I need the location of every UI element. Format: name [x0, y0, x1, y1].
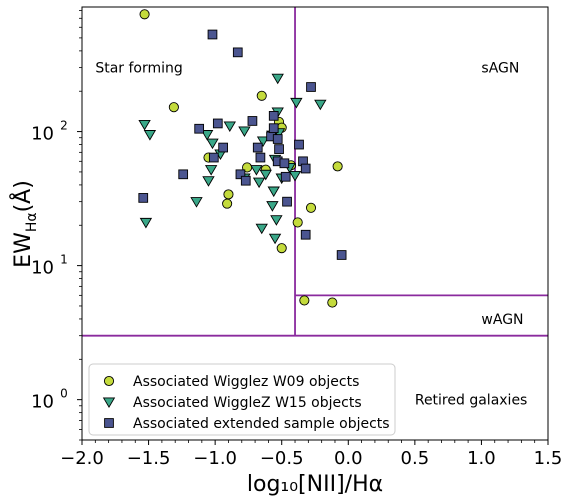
- square-marker-3-20: [279, 158, 290, 169]
- square-marker-3-10: [240, 175, 251, 186]
- triangle-marker-2-3: [139, 217, 153, 229]
- triangle-marker-2-17: [266, 201, 279, 212]
- region-label-2: sAGN: [481, 61, 519, 77]
- circle-marker-1-14: [305, 202, 317, 213]
- legend-label-1: Associated Wigglez W09 objects: [133, 374, 359, 390]
- x-tick-label: 1.5: [534, 448, 563, 469]
- square-marker-3-13: [252, 142, 263, 153]
- triangle-marker-2-28: [290, 97, 303, 109]
- circle-marker-1-13: [292, 217, 303, 228]
- square-marker-3-15: [268, 123, 279, 134]
- triangle-marker-2-26: [255, 223, 268, 235]
- square-marker-3-18: [274, 144, 284, 154]
- square-marker-3-5: [194, 123, 205, 134]
- square-marker-3-22: [282, 196, 292, 207]
- triangle-marker-2-13: [250, 165, 263, 176]
- y-tick-exponent: 2: [60, 119, 68, 133]
- square-marker-3-9: [235, 169, 246, 180]
- circle-marker-1-17: [327, 297, 338, 308]
- region-label-4: Retired galaxies: [415, 393, 528, 409]
- square-marker-3-1: [207, 29, 218, 40]
- square-marker-3-27: [300, 229, 311, 240]
- triangle-marker-2-2: [143, 130, 157, 141]
- triangle-marker-2-19: [270, 215, 283, 226]
- triangle-marker-2-15: [259, 169, 272, 181]
- square-marker-3-2: [232, 47, 243, 58]
- square-marker-3-6: [212, 118, 223, 129]
- square-marker-3-17: [272, 134, 283, 144]
- circle-marker-1-4: [223, 189, 234, 200]
- square-marker-3-16: [268, 111, 279, 121]
- circle-marker-1-5: [222, 198, 233, 209]
- legend: Associated Wigglez W09 objects Associated…: [88, 363, 396, 436]
- square-marker-3-26: [306, 82, 316, 92]
- square-marker-3-7: [218, 142, 228, 153]
- square-marker-3-4: [178, 169, 189, 180]
- triangle-marker-2-16: [252, 177, 266, 189]
- legend-items: Associated Wigglez W09 objects Associated…: [102, 374, 390, 432]
- triangle-marker-2-18: [267, 186, 280, 198]
- triangle-marker-2-12: [238, 126, 251, 138]
- y-axis-title-unit: (Å): [9, 180, 36, 212]
- circle-marker-1-12: [276, 243, 287, 254]
- square-marker-3-25: [300, 163, 311, 174]
- circle-marker-1-16: [299, 295, 310, 306]
- square-marker-3-8: [208, 152, 219, 163]
- region-label-3: wAGN: [481, 312, 523, 328]
- legend-label-2: Associated WiggleZ W15 objects: [133, 395, 362, 411]
- x-axis: −2.0 −1.5 −1.0 −0.5 0.0 0.5 1.0 1.5: [60, 440, 562, 469]
- y-tick-label: 10: [31, 258, 54, 279]
- triangle-marker-2-5: [200, 130, 214, 141]
- square-marker-3-11: [247, 116, 258, 126]
- y-axis-title-main: EW: [11, 232, 36, 268]
- circle-marker-1-2: [168, 102, 179, 113]
- y-tick-label: 10: [31, 392, 54, 413]
- square-marker-3-23: [294, 139, 304, 150]
- square-marker-3-3: [138, 193, 149, 203]
- x-tick-label: −1.5: [127, 448, 171, 469]
- square-marker-3-21: [280, 171, 291, 182]
- legend-marker-1: [103, 375, 115, 387]
- circle-marker-1-15: [332, 161, 343, 172]
- circle-marker-1-1: [139, 9, 150, 20]
- triangle-marker-2-7: [204, 165, 218, 176]
- triangle-marker-2-30: [288, 171, 302, 182]
- region-labels: Star forming sAGN wAGN Retired galaxies: [95, 61, 527, 409]
- y-tick-exponent: 1: [60, 253, 68, 267]
- y-tick-label: 10: [31, 124, 54, 145]
- circle-marker-1-7: [256, 90, 267, 101]
- triangle-marker-2-25: [268, 233, 282, 245]
- triangle-marker-2-4: [190, 197, 203, 208]
- x-axis-title: log₁₀[NII]/Hα: [247, 472, 383, 497]
- legend-box: [88, 363, 396, 436]
- x-tick-label: −1.0: [193, 448, 237, 469]
- y-tick-exponent: 0: [60, 387, 68, 401]
- triangle-marker-2-31: [314, 99, 327, 111]
- x-tick-label: 0.5: [401, 448, 430, 469]
- x-tick-label: −2.0: [60, 448, 104, 469]
- triangle-marker-2-14: [256, 136, 270, 148]
- triangle-marker-2-10: [223, 121, 236, 133]
- data-markers: [138, 9, 347, 308]
- square-marker-3-12: [255, 152, 266, 163]
- x-tick-label: 1.0: [467, 448, 496, 469]
- y-axis: 10 0 10 1 10 2: [31, 10, 82, 441]
- x-tick-label: 0.0: [334, 448, 363, 469]
- triangle-marker-2-1: [138, 119, 151, 131]
- y-axis-title-sub: Hα: [24, 212, 40, 232]
- y-axis-title: EWHα(Å): [9, 180, 40, 268]
- plot-frame: [81, 6, 549, 441]
- legend-marker-2: [102, 397, 116, 409]
- legend-marker-3: [104, 418, 114, 428]
- triangle-marker-2-6: [206, 138, 219, 150]
- triangle-marker-2-8: [202, 176, 215, 187]
- triangle-marker-2-27: [271, 73, 284, 85]
- x-tick-label: −0.5: [260, 448, 304, 469]
- region-label-1: Star forming: [95, 61, 182, 77]
- square-marker-3-28: [336, 250, 347, 260]
- legend-label-3: Associated extended sample objects: [133, 416, 390, 432]
